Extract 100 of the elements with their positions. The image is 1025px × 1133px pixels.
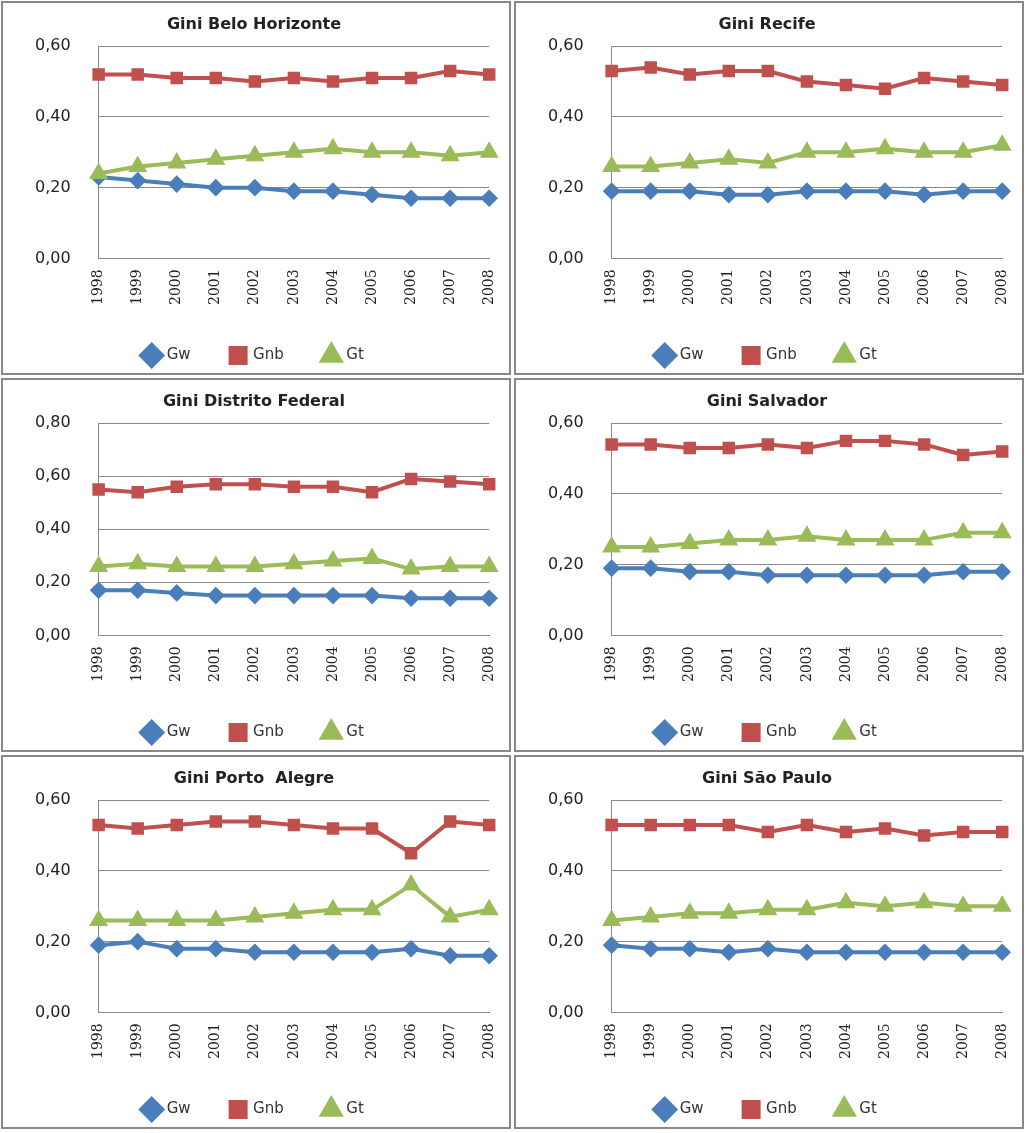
x-tick-label: 2004 bbox=[323, 269, 340, 306]
x-tick-label: 2007 bbox=[440, 269, 457, 306]
x-tick-label: 2004 bbox=[323, 1023, 340, 1060]
legend-label: Gw bbox=[166, 345, 191, 364]
y-tick-label: 0,20 bbox=[548, 176, 584, 196]
y-tick-label: 0,40 bbox=[548, 860, 584, 880]
legend-label: Gnb bbox=[253, 345, 284, 364]
y-tick-label: 0,00 bbox=[548, 247, 584, 267]
legend-label: Gt bbox=[859, 1099, 877, 1118]
x-tick-label: 2003 bbox=[284, 269, 301, 306]
chart-title: Gini Distrito Federal bbox=[162, 390, 346, 410]
legend-label: Gt bbox=[346, 345, 364, 364]
x-tick-label: 2003 bbox=[284, 646, 301, 683]
legend-label: Gnb bbox=[766, 722, 797, 741]
x-tick-label: 2003 bbox=[284, 1023, 301, 1060]
x-tick-label: 2001 bbox=[206, 269, 223, 306]
x-tick-label: 2005 bbox=[875, 1023, 892, 1060]
x-tick-label: 2006 bbox=[914, 1023, 931, 1060]
y-tick-label: 0,60 bbox=[35, 789, 71, 809]
y-tick-label: 0,40 bbox=[548, 106, 584, 126]
x-tick-label: 2007 bbox=[953, 269, 970, 306]
x-tick-label: 2001 bbox=[719, 1023, 736, 1060]
x-tick-label: 1999 bbox=[128, 269, 145, 306]
chart-title: Gini São Paulo bbox=[702, 767, 832, 787]
y-tick-label: 0,00 bbox=[35, 624, 71, 644]
x-tick-label: 2001 bbox=[719, 269, 736, 306]
x-tick-label: 1998 bbox=[602, 646, 619, 683]
x-tick-label: 2004 bbox=[323, 646, 340, 683]
x-tick-label: 2005 bbox=[362, 646, 379, 683]
x-tick-label: 1998 bbox=[602, 1023, 619, 1060]
x-tick-label: 2003 bbox=[797, 1023, 814, 1060]
y-tick-label: 0,40 bbox=[548, 483, 584, 503]
x-tick-label: 2004 bbox=[836, 1023, 853, 1060]
x-tick-label: 2005 bbox=[875, 269, 892, 306]
x-tick-label: 1998 bbox=[89, 269, 106, 306]
x-tick-label: 1998 bbox=[89, 1023, 106, 1060]
x-tick-label: 2000 bbox=[680, 269, 697, 306]
x-tick-label: 1999 bbox=[128, 646, 145, 683]
x-tick-label: 2002 bbox=[758, 646, 775, 683]
x-tick-label: 2008 bbox=[992, 269, 1009, 306]
chart-title: Gini Salvador bbox=[706, 390, 828, 410]
legend-label: Gnb bbox=[253, 1099, 284, 1118]
x-tick-label: 2008 bbox=[992, 646, 1009, 683]
legend-label: Gt bbox=[346, 1099, 364, 1118]
x-tick-label: 2000 bbox=[680, 1023, 697, 1060]
y-tick-label: 0,60 bbox=[548, 35, 584, 55]
y-tick-label: 0,00 bbox=[548, 1001, 584, 1021]
x-tick-label: 2008 bbox=[479, 1023, 496, 1060]
y-tick-label: 0,80 bbox=[35, 412, 71, 432]
y-tick-label: 0,60 bbox=[35, 35, 71, 55]
x-tick-label: 2002 bbox=[758, 269, 775, 306]
chart-title: Gini Belo Horizonte bbox=[166, 13, 342, 33]
x-tick-label: 2004 bbox=[836, 269, 853, 306]
legend-label: Gw bbox=[166, 722, 191, 741]
x-tick-label: 1999 bbox=[641, 1023, 658, 1060]
x-tick-label: 2001 bbox=[719, 646, 736, 683]
x-tick-label: 2008 bbox=[479, 646, 496, 683]
y-tick-label: 0,00 bbox=[35, 247, 71, 267]
x-tick-label: 2002 bbox=[245, 1023, 262, 1060]
x-tick-label: 1998 bbox=[602, 269, 619, 306]
legend-label: Gw bbox=[166, 1099, 191, 1118]
y-tick-label: 0,20 bbox=[35, 176, 71, 196]
x-tick-label: 2000 bbox=[167, 646, 184, 683]
legend-label: Gnb bbox=[253, 722, 284, 741]
x-tick-label: 2000 bbox=[167, 1023, 184, 1060]
x-tick-label: 2000 bbox=[680, 646, 697, 683]
y-tick-label: 0,40 bbox=[35, 106, 71, 126]
x-tick-label: 2005 bbox=[362, 1023, 379, 1060]
x-tick-label: 2008 bbox=[479, 269, 496, 306]
legend-label: Gnb bbox=[766, 1099, 797, 1118]
legend-label: Gnb bbox=[766, 345, 797, 364]
legend-label: Gt bbox=[859, 722, 877, 741]
y-tick-label: 0,20 bbox=[35, 571, 71, 591]
y-tick-label: 0,00 bbox=[548, 624, 584, 644]
x-tick-label: 2006 bbox=[401, 1023, 418, 1060]
y-tick-label: 0,20 bbox=[35, 930, 71, 950]
x-tick-label: 2001 bbox=[206, 646, 223, 683]
x-tick-label: 2002 bbox=[758, 1023, 775, 1060]
x-tick-label: 1999 bbox=[641, 646, 658, 683]
x-tick-label: 2007 bbox=[440, 646, 457, 683]
legend-label: Gw bbox=[679, 1099, 704, 1118]
x-tick-label: 2002 bbox=[245, 646, 262, 683]
x-tick-label: 2000 bbox=[167, 269, 184, 306]
x-tick-label: 2002 bbox=[245, 269, 262, 306]
x-tick-label: 2006 bbox=[914, 269, 931, 306]
y-tick-label: 0,60 bbox=[548, 412, 584, 432]
y-tick-label: 0,60 bbox=[548, 789, 584, 809]
y-tick-label: 0,20 bbox=[548, 553, 584, 573]
legend-label: Gt bbox=[346, 722, 364, 741]
x-tick-label: 2008 bbox=[992, 1023, 1009, 1060]
chart-title: Gini Porto Alegre bbox=[173, 767, 335, 787]
x-tick-label: 2007 bbox=[953, 1023, 970, 1060]
x-tick-label: 1998 bbox=[89, 646, 106, 683]
x-tick-label: 2005 bbox=[362, 269, 379, 306]
x-tick-label: 2007 bbox=[440, 1023, 457, 1060]
x-tick-label: 2007 bbox=[953, 646, 970, 683]
x-tick-label: 2003 bbox=[797, 269, 814, 306]
chart-title: Gini Recife bbox=[718, 13, 816, 33]
x-tick-label: 1999 bbox=[128, 1023, 145, 1060]
x-tick-label: 2005 bbox=[875, 646, 892, 683]
